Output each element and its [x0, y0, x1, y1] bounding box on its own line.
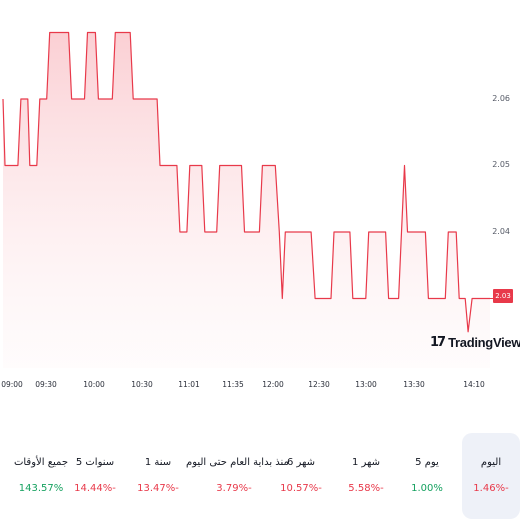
period-tab-6m[interactable]: 6 شهر 10.57%-: [272, 433, 330, 519]
price-area: [3, 32, 490, 368]
period-change: 14.44%-: [74, 483, 116, 494]
tradingview-logo-text: TradingView: [448, 335, 520, 350]
x-tick-label: 12:30: [308, 380, 330, 389]
period-change: 143.57%: [18, 483, 64, 494]
period-label: اليوم: [480, 457, 502, 468]
y-tick-label: 2.06: [492, 94, 510, 103]
x-tick-label: 11:35: [222, 380, 244, 389]
period-tab-ytd[interactable]: منذ بداية العام حتى اليوم 3.79%-: [186, 433, 289, 519]
x-tick-label: 09:30: [35, 380, 57, 389]
period-change: 1.46%-: [473, 483, 509, 494]
tradingview-logo[interactable]: 17 TradingView: [430, 335, 520, 350]
y-tick-label: 2.04: [492, 227, 510, 236]
period-label: 5 يوم: [415, 457, 439, 468]
period-selector: اليوم 1.46%- 5 يوم 1.00% 1 شهر 5.58%- 6 …: [0, 433, 520, 520]
period-tab-today[interactable]: اليوم 1.46%-: [462, 433, 520, 519]
x-tick-label: 13:30: [403, 380, 425, 389]
price-chart-svg[interactable]: [0, 0, 520, 395]
price-chart[interactable]: 2.06 2.05 2.04 2.03 17 TradingView 09:00…: [0, 0, 520, 395]
x-tick-label: 12:00: [262, 380, 284, 389]
period-change: 10.57%-: [280, 483, 322, 494]
x-tick-label: 11:01: [178, 380, 200, 389]
period-label: جميع الأوقات: [13, 457, 69, 468]
period-label: 1 شهر: [351, 457, 381, 468]
x-tick-label: 10:00: [83, 380, 105, 389]
period-tab-5y[interactable]: 5 سنوات 14.44%-: [66, 433, 124, 519]
period-label: 5 سنوات: [75, 457, 115, 468]
last-price-badge: 2.03: [493, 289, 513, 303]
period-tab-1m[interactable]: 1 شهر 5.58%-: [337, 433, 395, 519]
period-change: 3.79%-: [216, 483, 252, 494]
period-change: 5.58%-: [348, 483, 384, 494]
x-tick-label: 10:30: [131, 380, 153, 389]
period-tab-1y[interactable]: 1 سنة 13.47%-: [129, 433, 187, 519]
tradingview-logo-icon: 17: [430, 335, 446, 350]
x-tick-label: 14:10: [463, 380, 485, 389]
period-change: 13.47%-: [137, 483, 179, 494]
period-label: 1 سنة: [144, 457, 172, 468]
period-label: منذ بداية العام حتى اليوم: [186, 457, 289, 468]
period-tab-all[interactable]: جميع الأوقات 143.57%: [8, 433, 74, 519]
y-tick-label: 2.05: [492, 160, 510, 169]
period-tab-5d[interactable]: 5 يوم 1.00%: [398, 433, 456, 519]
x-tick-label: 09:00: [1, 380, 23, 389]
period-change: 1.00%: [411, 483, 443, 494]
price-line: [2, 31, 490, 333]
x-tick-label: 13:00: [355, 380, 377, 389]
period-label: 6 شهر: [286, 457, 316, 468]
